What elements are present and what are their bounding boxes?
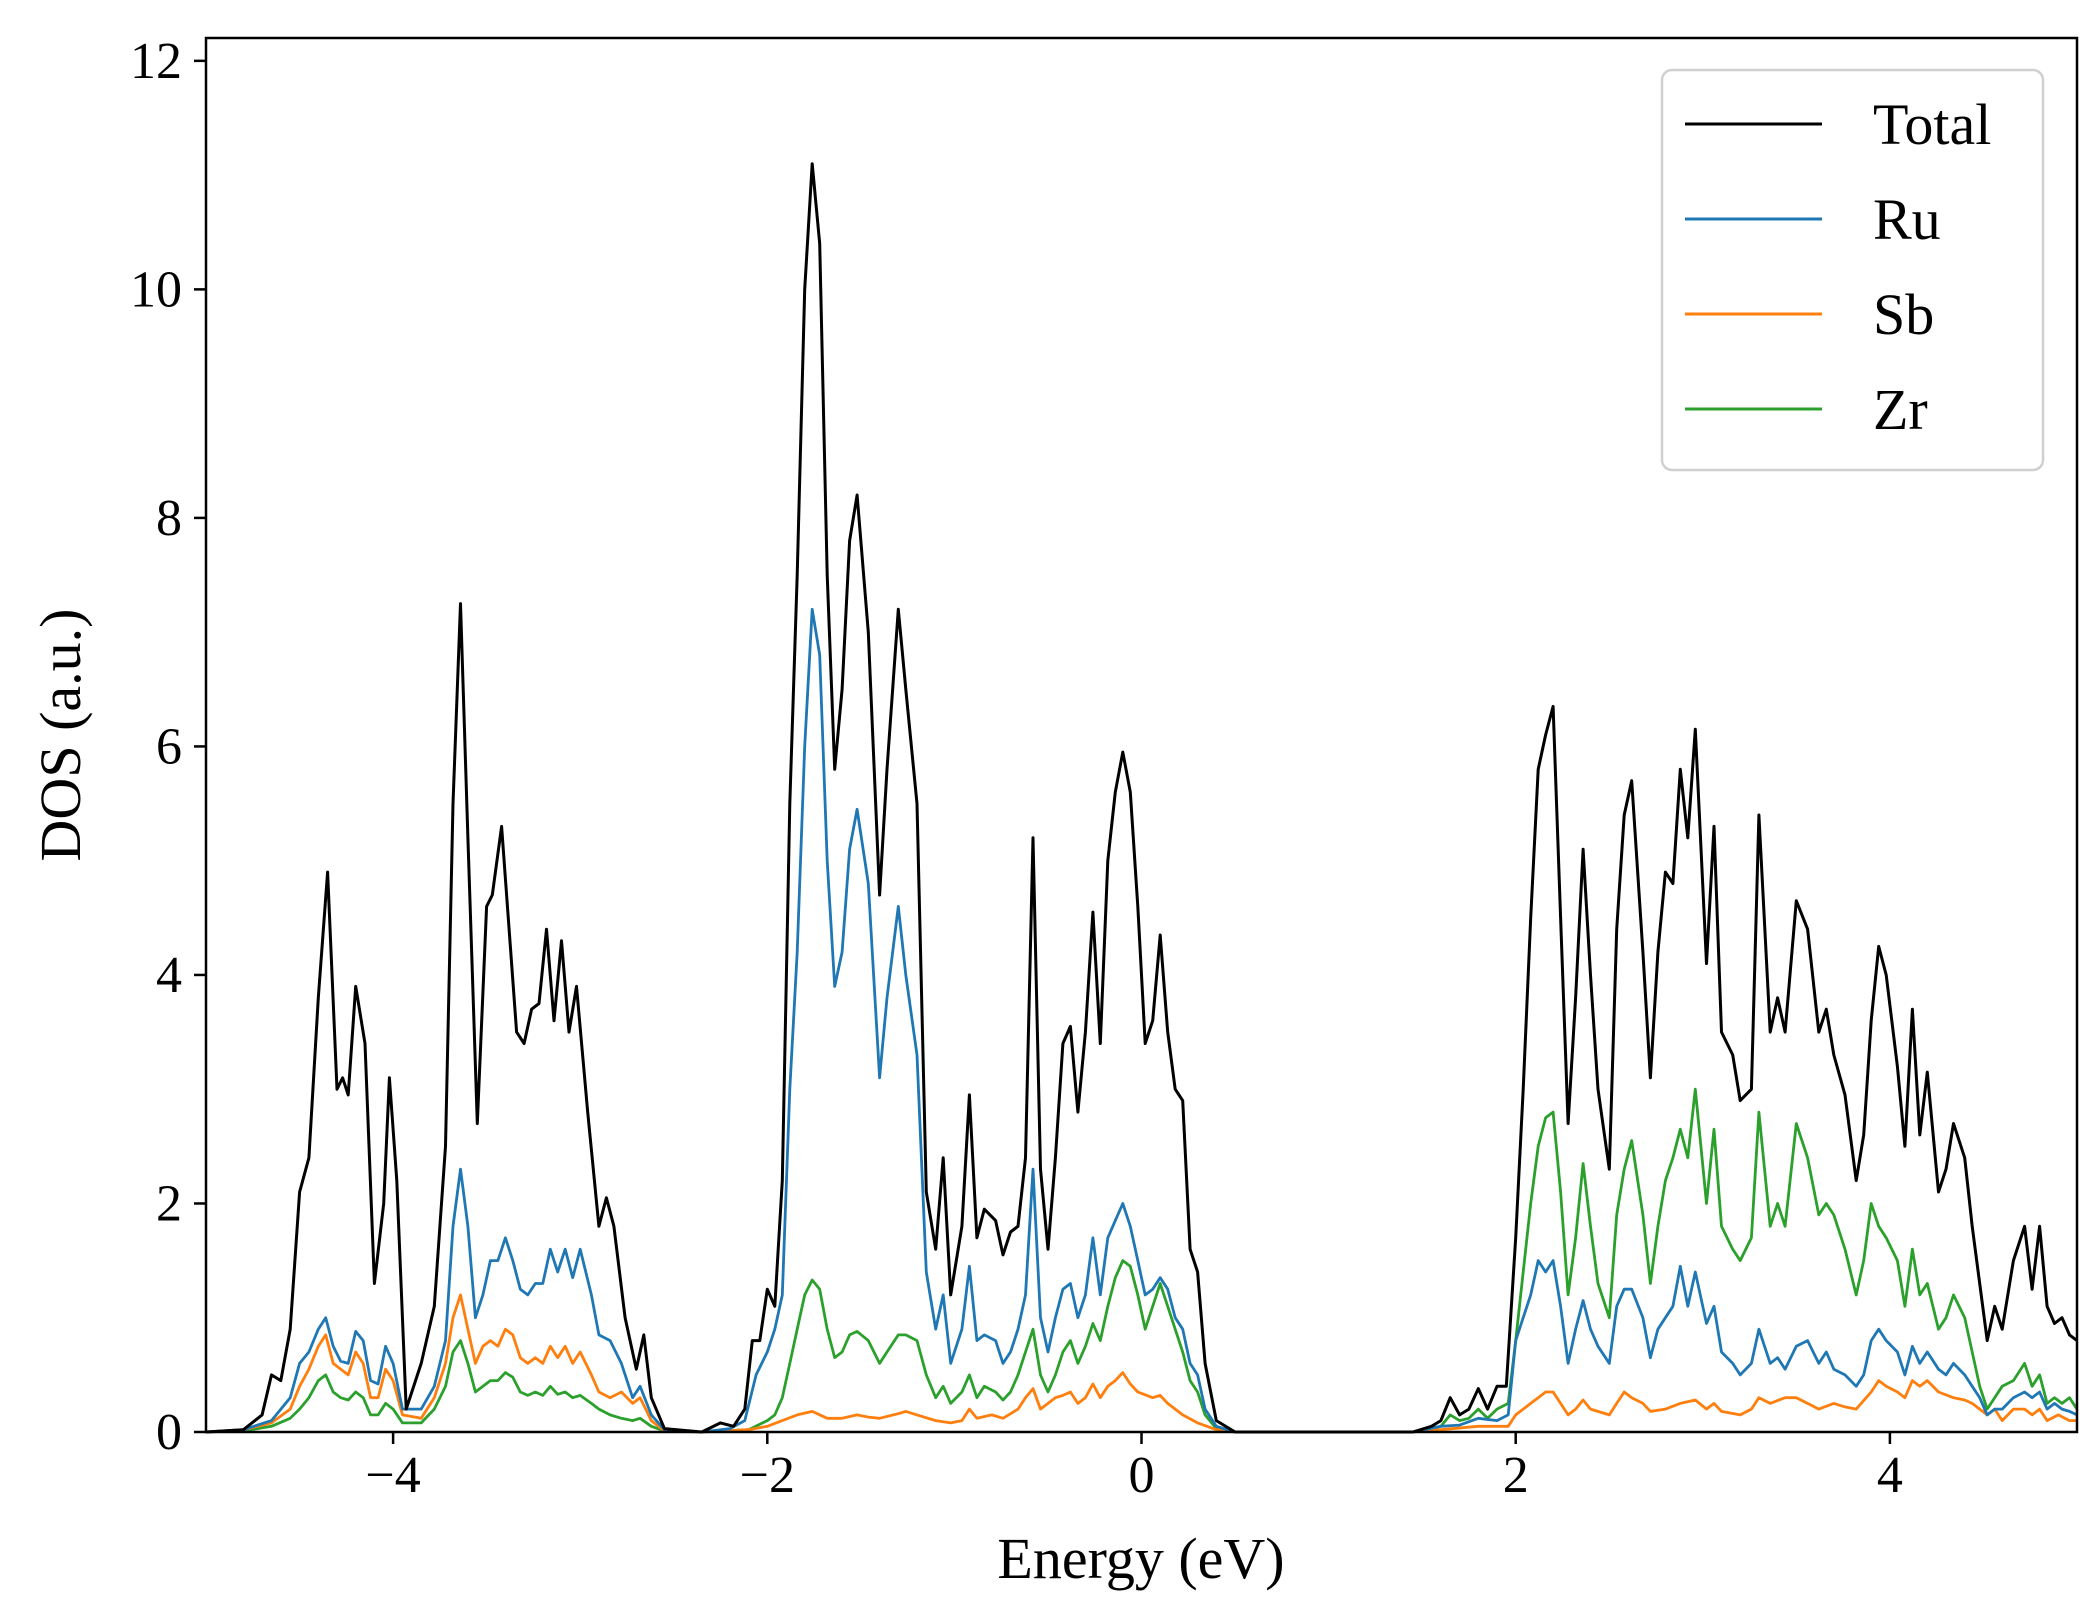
x-axis-label: Energy (eV) (997, 1526, 1284, 1591)
legend: Total Ru Sb Zr (1660, 68, 2045, 472)
legend-label-zr: Zr (1873, 377, 1928, 442)
y-tick-label: 2 (156, 1175, 182, 1232)
x-axis: −4 −2 0 2 4 (365, 1432, 1903, 1504)
x-tick-label: −4 (365, 1447, 420, 1504)
y-axis: 0 2 4 6 8 10 12 (130, 33, 206, 1461)
legend-box (1660, 68, 2045, 472)
x-tick-label: 0 (1129, 1447, 1155, 1504)
legend-items: Total Ru Sb Zr (1685, 92, 1991, 442)
legend-label-sb: Sb (1873, 282, 1934, 347)
legend-label-ru: Ru (1873, 187, 1941, 252)
x-tick-label: 2 (1503, 1447, 1529, 1504)
y-tick-label: 10 (130, 261, 182, 318)
y-tick-label: 0 (156, 1404, 182, 1461)
y-tick-label: 8 (156, 490, 182, 547)
y-tick-label: 6 (156, 718, 182, 775)
y-tick-label: 4 (156, 947, 182, 1004)
y-axis-label: DOS (a.u.) (28, 609, 93, 862)
series-line-zr (205, 1087, 2079, 1434)
x-tick-label: 4 (1877, 1447, 1903, 1504)
y-tick-label: 12 (130, 33, 182, 90)
legend-label-total: Total (1873, 92, 1991, 157)
x-tick-label: −2 (740, 1447, 795, 1504)
series-layer (205, 162, 2079, 1434)
series-line-sb (205, 1293, 2077, 1434)
series-line-ru (205, 607, 2078, 1434)
series-line-total (205, 162, 2078, 1434)
